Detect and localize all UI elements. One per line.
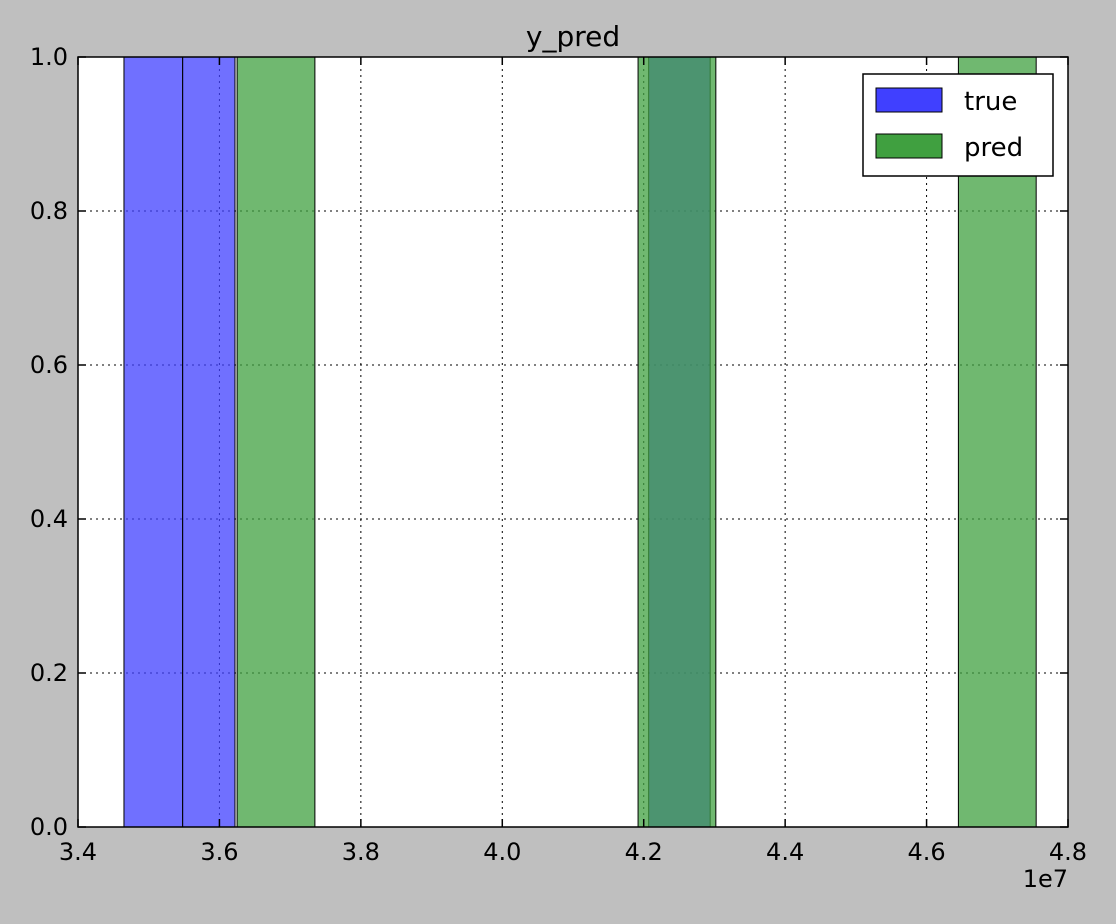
x-tick-label: 4.0 (483, 838, 521, 866)
plot-frame (77, 56, 1069, 828)
x-tick-label: 3.4 (59, 838, 97, 866)
x-tick-label: 3.6 (200, 838, 238, 866)
x-tick-label: 3.8 (342, 838, 380, 866)
y-tick-label: 1.0 (30, 43, 68, 71)
legend: true pred (862, 73, 1054, 177)
x-offset-label: 1e7 (1023, 865, 1068, 893)
bar-pred (236, 56, 316, 828)
y-tick-label: 0.2 (30, 659, 68, 687)
chart-title: y_pred (526, 20, 620, 53)
y-tick-label: 0.4 (30, 505, 68, 533)
x-tick-label: 4.2 (625, 838, 663, 866)
legend-label-pred: pred (964, 133, 1023, 163)
x-tick-label: 4.6 (907, 838, 945, 866)
bar-pred (637, 56, 717, 828)
legend-label-true: true (964, 87, 1017, 117)
y-tick-label: 0.8 (30, 197, 68, 225)
bar-true (182, 56, 236, 828)
bar-true (123, 56, 184, 828)
legend-swatch-true (875, 87, 943, 113)
y-tick-label: 0.0 (30, 813, 68, 841)
y-tick-label: 0.6 (30, 351, 68, 379)
x-tick-label: 4.8 (1049, 838, 1087, 866)
legend-swatch-pred (875, 133, 943, 159)
x-tick-label: 4.4 (766, 838, 804, 866)
x-axis: 3.4 3.6 3.8 4.0 4.2 4.4 4.6 4.8 (59, 57, 1087, 866)
bar-pred (957, 56, 1037, 828)
y-axis: 0.0 0.2 0.4 0.6 0.8 1.0 (30, 43, 1068, 841)
